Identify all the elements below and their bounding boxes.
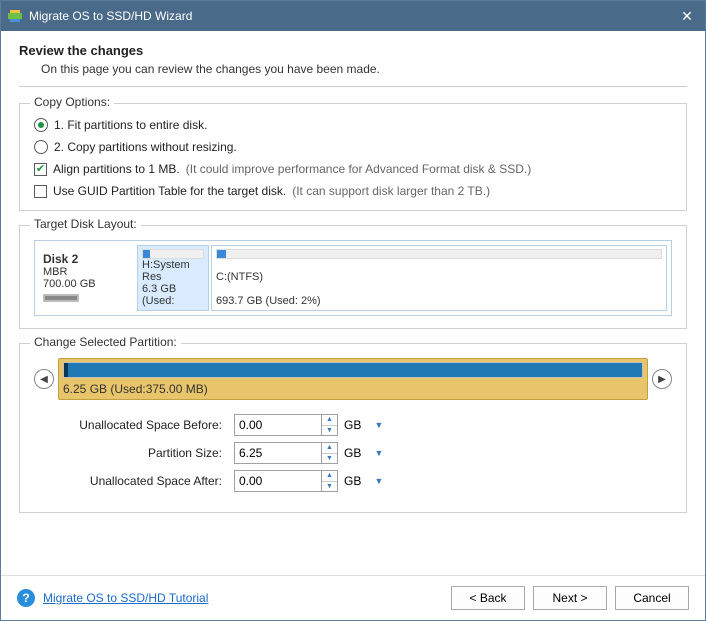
- divider: [19, 86, 687, 87]
- partition-size-input[interactable]: [234, 442, 322, 464]
- page-title: Review the changes: [19, 43, 687, 58]
- target-layout-label: Target Disk Layout:: [30, 217, 141, 231]
- usage-bar: [142, 249, 204, 259]
- copy-without-resize-radio[interactable]: 2. Copy partitions without resizing.: [34, 140, 672, 154]
- align-partitions-hint: (It could improve performance for Advanc…: [186, 162, 531, 176]
- prev-partition-button[interactable]: ◀: [34, 369, 54, 389]
- copy-without-resize-label: 2. Copy partitions without resizing.: [54, 140, 237, 154]
- space-before-row: Unallocated Space Before: ▲▼ GB ▼: [34, 414, 672, 436]
- space-before-unit: GB: [344, 418, 372, 432]
- selected-partition-summary: 6.25 GB (Used:375.00 MB): [63, 382, 643, 396]
- space-before-input[interactable]: [234, 414, 322, 436]
- partition-size-row: Partition Size: ▲▼ GB ▼: [34, 442, 672, 464]
- unit-dropdown-icon[interactable]: ▼: [372, 420, 386, 430]
- selected-partition-slider[interactable]: 6.25 GB (Used:375.00 MB): [58, 358, 648, 400]
- align-partitions-label: Align partitions to 1 MB.: [53, 162, 180, 176]
- partition-h[interactable]: H:System Res 6.3 GB (Used:: [137, 245, 209, 311]
- checkbox-icon: [34, 185, 47, 198]
- space-after-input[interactable]: [234, 470, 322, 492]
- partition-size-label: Partition Size:: [34, 446, 234, 460]
- space-after-spinner[interactable]: ▲▼: [322, 470, 338, 492]
- fit-partitions-label: 1. Fit partitions to entire disk.: [54, 118, 207, 132]
- disk-icon: [43, 292, 79, 304]
- partition-sub: 693.7 GB (Used: 2%): [216, 295, 662, 307]
- disk-capacity: 700.00 GB: [43, 278, 131, 290]
- radio-icon: [34, 140, 48, 154]
- next-button[interactable]: Next >: [533, 586, 607, 610]
- copy-options-label: Copy Options:: [30, 95, 114, 109]
- disk-scheme: MBR: [43, 266, 131, 278]
- space-after-row: Unallocated Space After: ▲▼ GB ▼: [34, 470, 672, 492]
- target-layout-group: Target Disk Layout: Disk 2 MBR 700.00 GB…: [19, 225, 687, 329]
- window-title: Migrate OS to SSD/HD Wizard: [29, 9, 675, 23]
- page-subtitle: On this page you can review the changes …: [41, 62, 687, 76]
- partition-title: C:(NTFS): [216, 271, 662, 283]
- cancel-button[interactable]: Cancel: [615, 586, 689, 610]
- slider-track: [63, 362, 643, 378]
- app-icon: [7, 8, 23, 24]
- space-after-unit: GB: [344, 474, 372, 488]
- wizard-window: Migrate OS to SSD/HD Wizard ✕ Review the…: [0, 0, 706, 621]
- unit-dropdown-icon[interactable]: ▼: [372, 476, 386, 486]
- tutorial-link[interactable]: Migrate OS to SSD/HD Tutorial: [43, 591, 208, 605]
- guid-checkbox[interactable]: Use GUID Partition Table for the target …: [34, 184, 672, 198]
- disk-info: Disk 2 MBR 700.00 GB: [39, 245, 135, 311]
- radio-icon: [34, 118, 48, 132]
- copy-options-group: Copy Options: 1. Fit partitions to entir…: [19, 103, 687, 211]
- space-before-spinner[interactable]: ▲▼: [322, 414, 338, 436]
- space-after-label: Unallocated Space After:: [34, 474, 234, 488]
- change-partition-label: Change Selected Partition:: [30, 335, 181, 349]
- fit-partitions-radio[interactable]: 1. Fit partitions to entire disk.: [34, 118, 672, 132]
- usage-bar: [216, 249, 662, 259]
- help-icon[interactable]: ?: [17, 589, 35, 607]
- close-icon[interactable]: ✕: [675, 8, 699, 25]
- partition-title: H:System Res: [142, 259, 204, 283]
- disk-name: Disk 2: [43, 252, 131, 266]
- unit-dropdown-icon[interactable]: ▼: [372, 448, 386, 458]
- footer: ? Migrate OS to SSD/HD Tutorial < Back N…: [1, 575, 705, 620]
- partition-sub: 6.3 GB (Used:: [142, 283, 204, 307]
- partition-size-spinner[interactable]: ▲▼: [322, 442, 338, 464]
- partition-size-unit: GB: [344, 446, 372, 460]
- change-row: ◀ 6.25 GB (Used:375.00 MB) ▶: [34, 358, 672, 400]
- disk-layout: Disk 2 MBR 700.00 GB H:System Res 6.3 GB…: [34, 240, 672, 316]
- guid-label: Use GUID Partition Table for the target …: [53, 184, 286, 198]
- size-fields: Unallocated Space Before: ▲▼ GB ▼ Partit…: [34, 414, 672, 492]
- titlebar: Migrate OS to SSD/HD Wizard ✕: [1, 1, 705, 31]
- partition-c[interactable]: C:(NTFS) 693.7 GB (Used: 2%): [211, 245, 667, 311]
- space-before-label: Unallocated Space Before:: [34, 418, 234, 432]
- guid-hint: (It can support disk larger than 2 TB.): [292, 184, 490, 198]
- back-button[interactable]: < Back: [451, 586, 525, 610]
- change-partition-group: Change Selected Partition: ◀ 6.25 GB (Us…: [19, 343, 687, 513]
- content-area: Review the changes On this page you can …: [1, 31, 705, 575]
- align-partitions-checkbox[interactable]: ✔ Align partitions to 1 MB. (It could im…: [34, 162, 672, 176]
- checkbox-icon: ✔: [34, 163, 47, 176]
- next-partition-button[interactable]: ▶: [652, 369, 672, 389]
